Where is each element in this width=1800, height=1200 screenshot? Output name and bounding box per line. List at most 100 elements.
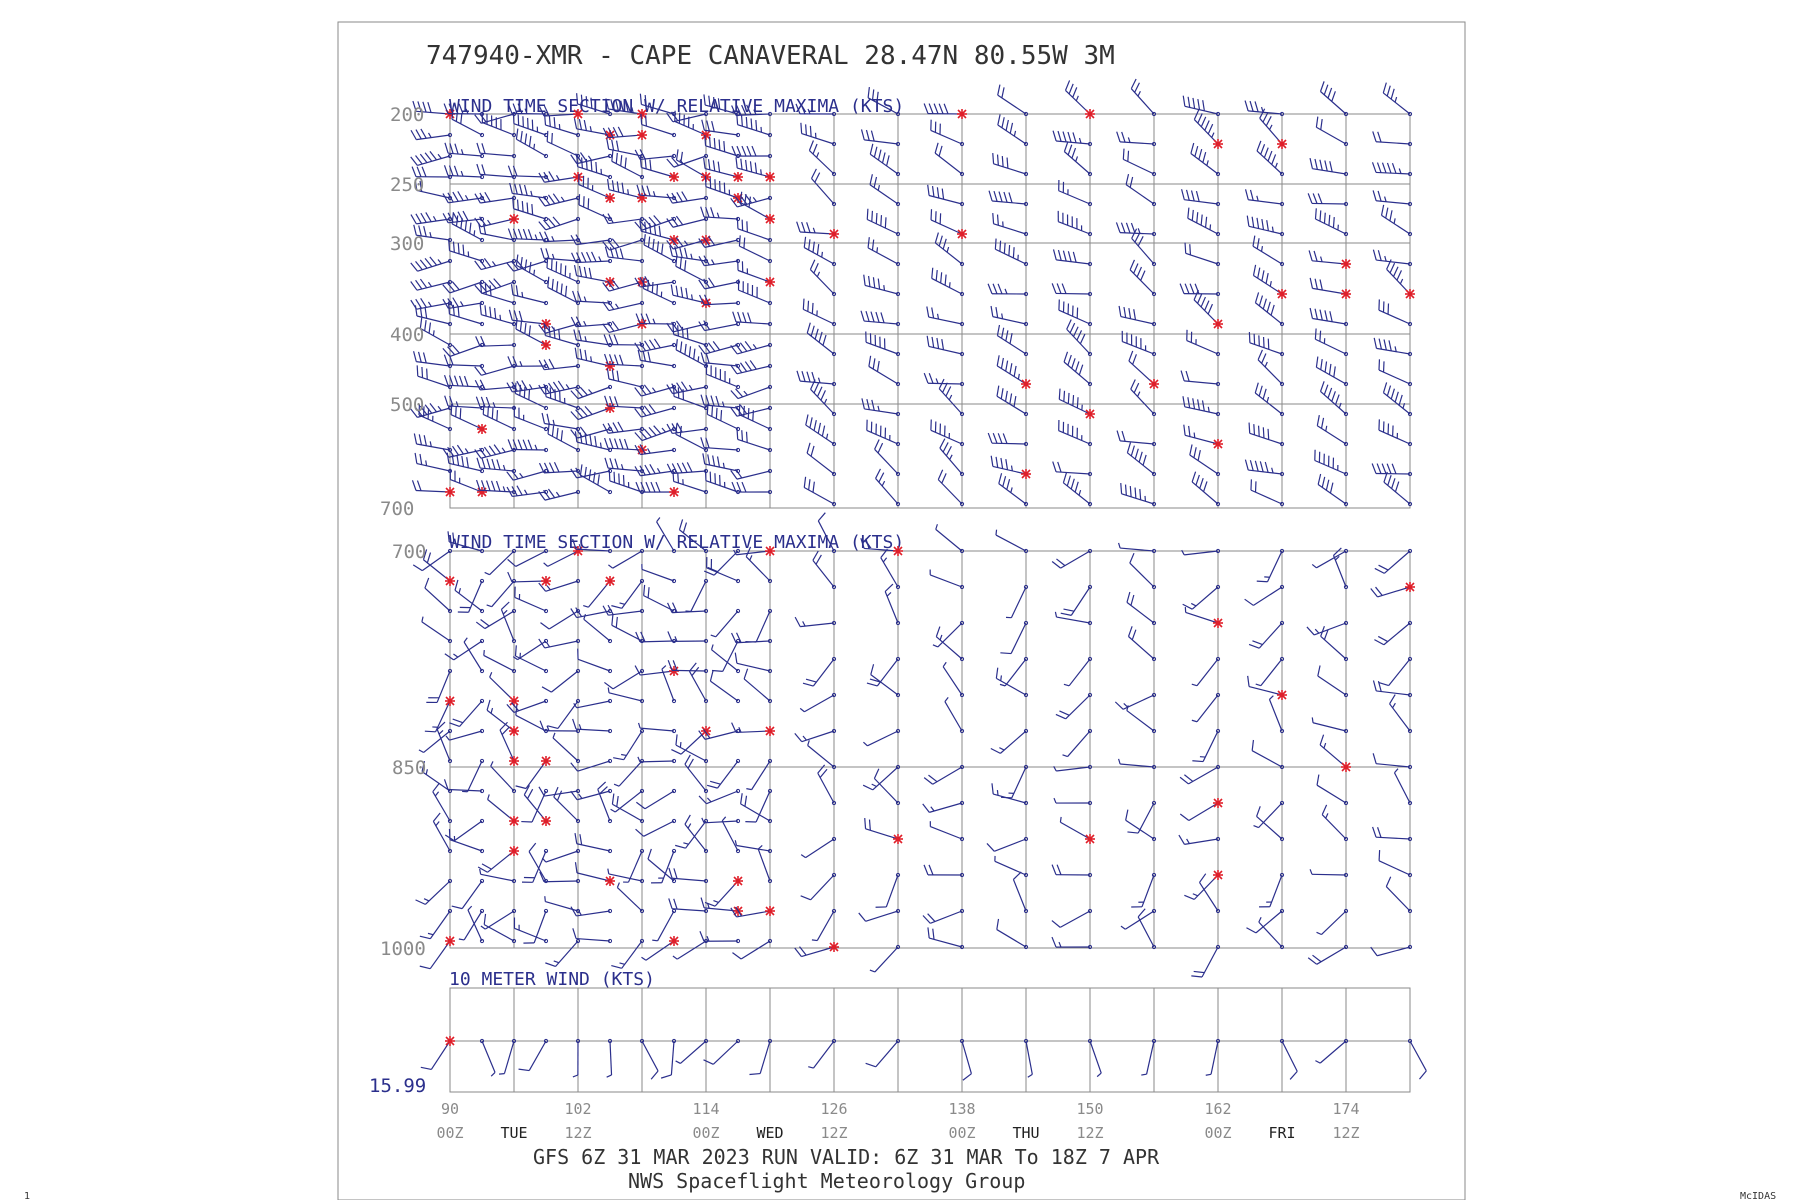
upper-wind-barb <box>1062 472 1093 507</box>
lower-wind-barb <box>858 908 901 922</box>
lower-wind-barb <box>1117 542 1157 554</box>
upper-wind-barb <box>1122 148 1157 177</box>
lower-wind-barb <box>732 938 773 960</box>
upper-wind-barb <box>1316 415 1349 447</box>
lower-wind-barb <box>436 721 453 764</box>
upper-wind-barb <box>1307 193 1349 207</box>
upper-wind-barb <box>1382 82 1413 117</box>
lower-wind-barb <box>1248 620 1285 649</box>
upper-wind-barb <box>803 476 837 507</box>
upper-ytick-label: 400 <box>390 324 424 346</box>
lower-wind-barb <box>1012 871 1029 914</box>
lower-wind-barb <box>986 836 1029 852</box>
upper-wind-barb <box>1257 349 1285 387</box>
lower-wind-barb <box>637 722 677 734</box>
upper-wind-barb <box>736 217 773 243</box>
upper-wind-barb <box>923 103 965 117</box>
upper-wind-barb <box>926 335 965 357</box>
lower-wind-barb <box>570 758 613 772</box>
lower-wind-barb <box>1181 548 1221 556</box>
lower-wind-barb <box>730 632 773 644</box>
lower-wind-barb <box>1125 809 1157 842</box>
upper-wind-barb <box>1371 162 1413 177</box>
surface-wind-barb <box>1087 1038 1102 1078</box>
upper-wind-barb <box>515 254 549 285</box>
lower-wind-barb <box>521 848 549 883</box>
surface-wind-barb <box>808 1038 837 1069</box>
lower-wind-barb <box>734 840 773 854</box>
lower-wind-barb <box>444 818 485 842</box>
upper-wind-barb <box>538 193 581 207</box>
lower-wind-barb <box>734 652 773 674</box>
lower-wind-barb <box>538 786 581 797</box>
lower-wind-barb <box>611 793 645 824</box>
lower-wind-barb <box>799 692 837 713</box>
upper-wind-barb <box>1186 329 1221 357</box>
upper-wind-barb <box>1129 259 1157 297</box>
lower-wind-barb <box>538 578 581 592</box>
lower-wind-barb <box>667 660 709 674</box>
upper-wind-barb <box>1064 80 1093 117</box>
lower-wind-barb <box>746 758 773 791</box>
lower-wind-barb <box>929 821 965 842</box>
upper-wind-barb <box>446 452 485 474</box>
upper-wind-barb <box>705 363 741 390</box>
upper-wind-barb <box>1181 189 1221 207</box>
upper-wind-barb <box>604 457 645 474</box>
lower-wind-barb <box>1306 620 1349 636</box>
lower-wind-barb <box>449 698 485 728</box>
upper-wind-barb <box>738 235 773 264</box>
lower-wind-barb <box>553 786 581 824</box>
relative-maximum-marker <box>765 726 775 736</box>
upper-wind-barb <box>418 404 453 432</box>
upper-wind-barb <box>538 216 581 231</box>
upper-wind-barb <box>666 422 709 435</box>
time-tick-utc: 00Z <box>1204 1124 1231 1142</box>
upper-wind-barb <box>927 184 965 207</box>
upper-wind-barb <box>603 334 645 348</box>
upper-wind-barb <box>931 267 965 297</box>
lower-wind-barb <box>421 616 453 644</box>
upper-ytick-label: 300 <box>390 233 424 255</box>
lower-wind-barb <box>990 728 1029 754</box>
lower-wind-barb <box>1251 739 1285 770</box>
lower-wind-barb <box>1126 591 1157 626</box>
surface-wind-barb <box>1023 1038 1033 1078</box>
upper-wind-barb <box>934 232 965 267</box>
upper-wind-barb <box>1180 370 1221 387</box>
lower-wind-barb <box>688 662 709 704</box>
upper-wind-barb <box>478 222 517 243</box>
upper-wind-barb <box>1120 482 1157 507</box>
upper-wind-barb <box>475 335 517 348</box>
lower-wind-barb <box>647 848 677 884</box>
time-tick-utc: 00Z <box>692 1124 719 1142</box>
lower-wind-barb <box>1311 548 1349 569</box>
relative-maximum-marker <box>637 109 647 119</box>
lower-wind-barb <box>922 908 965 924</box>
upper-wind-barb <box>1187 207 1221 237</box>
lower-wind-barb <box>862 764 901 791</box>
time-tick-utc: 12Z <box>564 1124 591 1142</box>
lower-wind-barb <box>817 764 837 806</box>
surface-wind-barb <box>606 1038 613 1078</box>
upper-wind-barb <box>809 259 837 297</box>
lower-wind-barb <box>1179 764 1221 785</box>
upper-wind-barb <box>806 442 837 477</box>
lower-wind-barb <box>635 631 677 644</box>
lower-wind-barb <box>684 754 709 794</box>
upper-wind-barb <box>992 152 1029 177</box>
lower-wind-barb <box>794 616 837 628</box>
upper-wind-barb <box>1184 242 1221 267</box>
lower-wind-barb <box>800 836 837 859</box>
upper-wind-barb <box>451 108 485 138</box>
surface-panel-label: 10 METER WIND (KTS) <box>449 969 655 990</box>
surface-wind-barb <box>1141 1038 1157 1076</box>
upper-ytick-label: 250 <box>390 174 424 196</box>
upper-wind-barb <box>738 403 773 432</box>
upper-wind-barb <box>930 209 965 237</box>
upper-wind-barb <box>475 479 517 495</box>
relative-maximum-marker <box>509 756 519 766</box>
upper-wind-barb <box>444 142 485 159</box>
upper-wind-barb <box>930 419 965 447</box>
relative-maximum-marker <box>477 487 487 497</box>
